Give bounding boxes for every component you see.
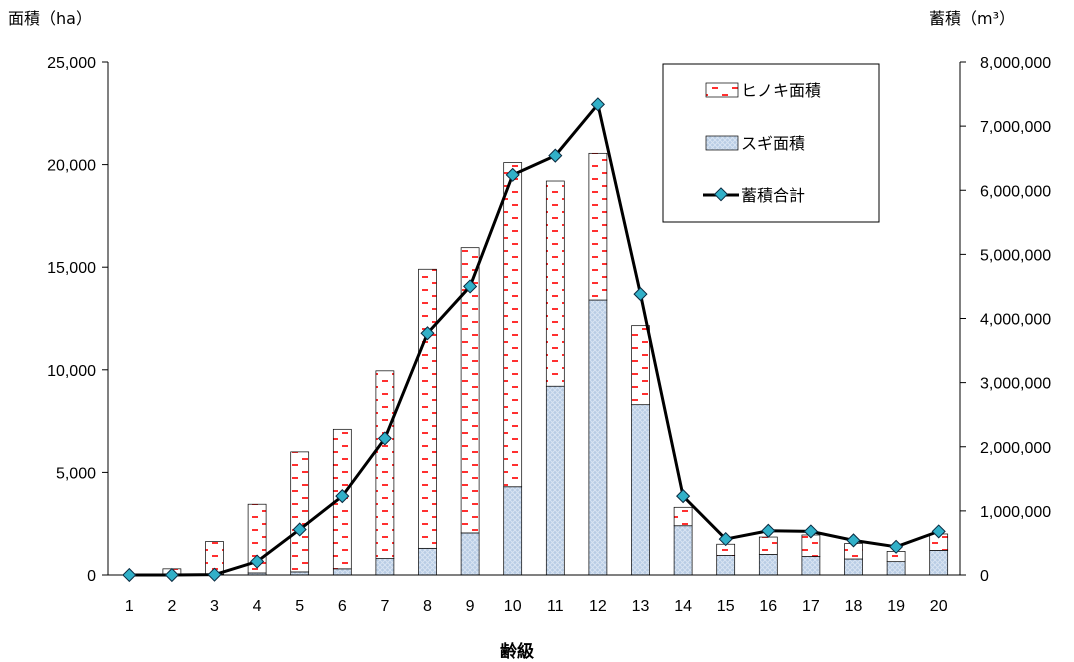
left-tick-label: 0 [87,568,96,585]
bar-hinoki [545,180,565,387]
bar-hinoki [375,370,395,559]
x-tick-label: 17 [802,598,820,615]
x-tick-label: 5 [295,598,304,615]
point-total [335,489,350,504]
point-total [889,539,904,554]
left-tick-label: 20,000 [47,158,96,175]
legend: ヒノキ面積 スギ面積 蓄積合計 [662,63,880,223]
bar-hinoki [758,536,778,555]
bar-sugi [375,558,395,576]
point-total [590,97,605,112]
x-tick-label: 6 [338,598,347,615]
bar-sugi [886,561,906,576]
x-tick-label: 15 [717,598,735,615]
point-total [420,326,435,341]
x-tick-label: 14 [674,598,692,615]
point-total [207,567,222,582]
bar-sugi [801,556,821,576]
bar-sugi [545,385,565,576]
legend-swatch-hinoki [705,82,739,98]
bar-hinoki [503,162,523,488]
bar-sugi [631,404,650,576]
bar-sugi [844,558,863,576]
point-total [164,567,179,583]
x-axis-title: 齢級 [500,641,534,662]
bar-sugi [503,486,523,576]
y-axis-title: 面積（ha） [8,9,92,28]
x-tick-label: 12 [589,598,607,615]
x-tick-label: 1 [125,598,134,615]
right-tick-label: 3,000,000 [980,376,1051,393]
point-total [250,554,265,569]
legend-box [662,63,880,223]
bar-hinoki [588,152,608,301]
point-total [761,523,776,538]
point-total [122,567,137,583]
point-total [676,489,691,504]
right-tick-label: 6,000,000 [980,183,1051,200]
point-total [377,431,392,446]
x-tick-label: 10 [504,598,522,615]
left-tick-label: 10,000 [47,363,96,380]
line-group [122,97,946,583]
bar-sugi [929,550,949,576]
point-total [846,533,861,548]
x-tick-label: 13 [632,598,650,615]
left-tick-label: 15,000 [47,260,96,277]
bar-hinoki [290,451,310,573]
x-tick-label: 20 [930,598,948,615]
bar-sugi [588,299,608,576]
right-axis: 0 1,000,000 2,000,000 3,000,000 4,000,000 5,0… [959,55,1051,585]
right-tick-label: 4,000,000 [980,312,1051,329]
x-tick-label: 4 [253,598,262,615]
bar-sugi [418,547,437,576]
x-tick-label: 9 [466,598,475,615]
legend-marker-total [713,187,729,202]
left-axis: 0 5,000 10,000 15,000 20,000 25,000 [47,55,109,585]
x-tick-label: 16 [759,598,777,615]
right-tick-label: 0 [980,568,989,585]
x-axis: 1 2 3 4 5 6 7 8 9 10 11 12 13 14 15 16 17 18 19 20 [125,598,948,615]
x-tick-label: 11 [547,598,564,615]
left-tick-label: 25,000 [47,55,96,72]
bars-group [108,152,960,576]
bar-sugi [332,568,352,576]
point-total [803,524,818,539]
bar-hinoki [460,247,480,534]
x-tick-label: 18 [845,598,863,615]
x-tick-label: 7 [380,598,389,615]
point-total [718,532,733,547]
point-total [548,148,563,163]
line-total [129,102,940,577]
point-total [505,167,520,182]
right-tick-label: 7,000,000 [980,119,1051,136]
legend-label-sugi: スギ面積 [741,134,805,153]
point-total [292,522,307,537]
point-total [931,524,946,539]
point-total [463,279,478,294]
x-tick-label: 3 [210,598,219,615]
bar-sugi [716,555,736,576]
legend-label-total: 蓄積合計 [741,186,805,205]
legend-label-hinoki: ヒノキ面積 [741,81,821,100]
x-tick-label: 19 [887,598,905,615]
bar-hinoki [673,506,693,527]
x-tick-label: 2 [167,598,176,615]
bar-sugi [758,554,778,576]
right-tick-label: 1,000,000 [980,504,1051,521]
right-tick-label: 2,000,000 [980,440,1051,457]
bar-sugi [460,532,480,576]
point-total [633,287,648,302]
bar-sugi [673,525,693,576]
bar-hinoki [247,503,267,574]
right-tick-label: 8,000,000 [980,55,1051,72]
legend-swatch-sugi [705,135,739,151]
y2-axis-title: 蓄積（m³） [929,9,1015,28]
bar-hinoki [418,268,437,549]
right-tick-label: 5,000,000 [980,247,1051,264]
bar-hinoki [631,325,650,406]
x-tick-label: 8 [423,598,432,615]
left-tick-label: 5,000 [56,465,96,482]
